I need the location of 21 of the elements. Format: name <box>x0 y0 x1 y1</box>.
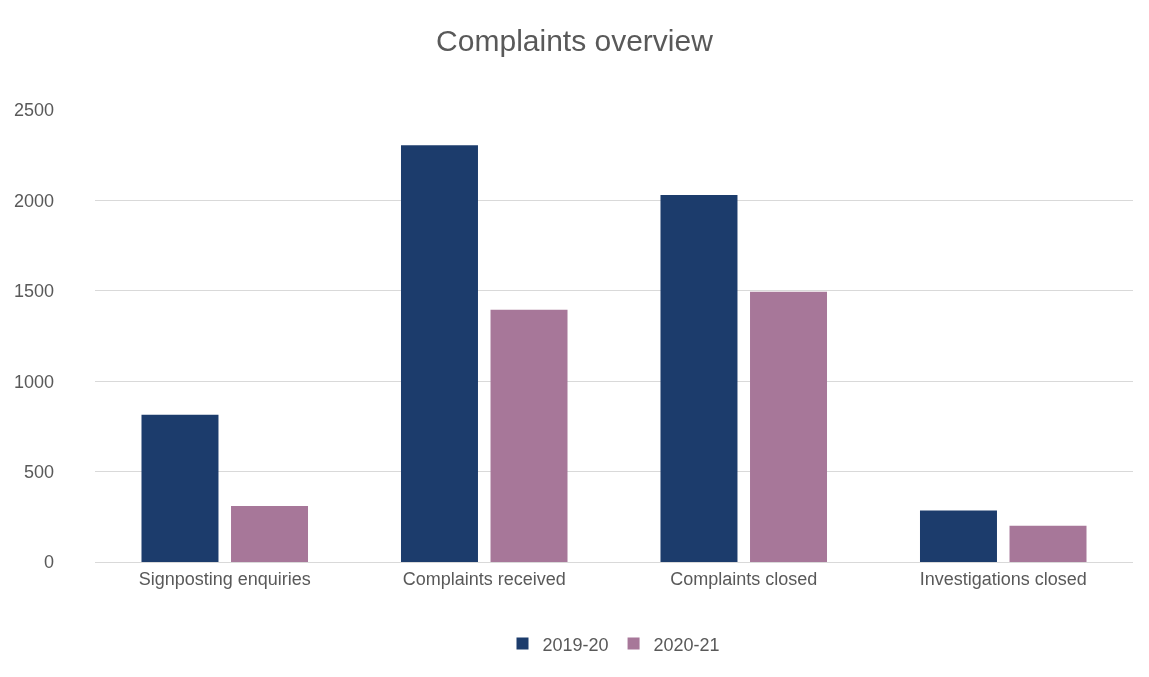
legend-label: 2020-21 <box>653 634 720 655</box>
x-tick-label: Complaints received <box>402 568 566 589</box>
x-tick-label: Signposting enquiries <box>138 568 311 589</box>
y-tick-label: 0 <box>43 552 54 573</box>
y-tick-label: 2000 <box>13 190 54 211</box>
bar <box>141 414 219 562</box>
x-tick-label: Complaints closed <box>670 568 818 589</box>
y-tick-label: 2500 <box>13 100 54 121</box>
y-tick-label: 500 <box>23 461 54 482</box>
chart-title: Complaints overview <box>436 24 714 58</box>
bar <box>1009 525 1087 562</box>
bar <box>400 145 478 562</box>
bar <box>750 291 828 562</box>
x-tick-label: Investigations closed <box>919 568 1087 589</box>
y-tick-label: 1000 <box>13 371 54 392</box>
bar <box>919 510 997 562</box>
y-tick-label: 1500 <box>13 281 54 302</box>
legend-label: 2019-20 <box>542 634 609 655</box>
bar <box>231 505 309 562</box>
bar <box>490 309 568 562</box>
bar <box>660 194 738 562</box>
